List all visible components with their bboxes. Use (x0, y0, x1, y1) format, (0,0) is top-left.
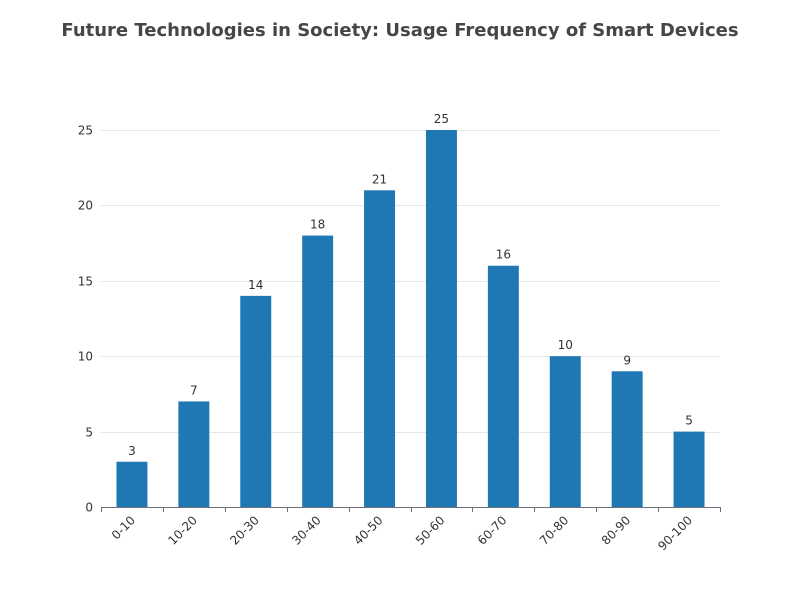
data-label: 10 (558, 338, 573, 352)
y-tick-label: 5 (85, 426, 93, 440)
x-tick-label: 10-20 (165, 513, 200, 548)
x-tick-label: 60-70 (475, 513, 510, 548)
bar[interactable] (487, 265, 519, 507)
x-tick-label: 50-60 (413, 513, 448, 548)
data-label: 7 (190, 383, 198, 397)
x-tick-label: 40-50 (351, 513, 386, 548)
bar[interactable] (178, 401, 210, 507)
data-labels: 3 7 14 18 21 25 16 10 9 5 (128, 112, 693, 458)
x-tick-label: 70-80 (537, 513, 572, 548)
bar[interactable] (240, 295, 272, 507)
data-label: 25 (434, 112, 449, 126)
x-tick-label: 80-90 (599, 513, 634, 548)
x-tick-label: 30-40 (289, 513, 324, 548)
data-label: 18 (310, 218, 325, 232)
data-label: 3 (128, 444, 136, 458)
bar[interactable] (611, 371, 643, 507)
x-tick-label: 0-10 (109, 513, 138, 542)
bar[interactable] (673, 431, 705, 507)
data-label: 16 (496, 248, 511, 262)
data-label: 9 (623, 353, 631, 367)
y-tick-label: 20 (78, 199, 93, 213)
data-label: 14 (248, 278, 263, 292)
bar[interactable] (116, 461, 148, 507)
chart-title: Future Technologies in Society: Usage Fr… (61, 20, 739, 41)
y-tick-label: 15 (78, 275, 93, 289)
bar[interactable] (364, 190, 396, 507)
x-tick-label: 90-100 (655, 513, 695, 553)
bars (116, 130, 705, 507)
bar[interactable] (549, 356, 581, 507)
bar[interactable] (425, 130, 457, 507)
x-tick-label: 20-30 (227, 513, 262, 548)
y-tick-label: 0 (85, 501, 93, 515)
y-tick-label: 10 (78, 350, 93, 364)
y-tick-label: 25 (78, 124, 93, 138)
data-label: 21 (372, 172, 387, 186)
data-label: 5 (685, 414, 693, 428)
bar[interactable] (302, 235, 334, 507)
